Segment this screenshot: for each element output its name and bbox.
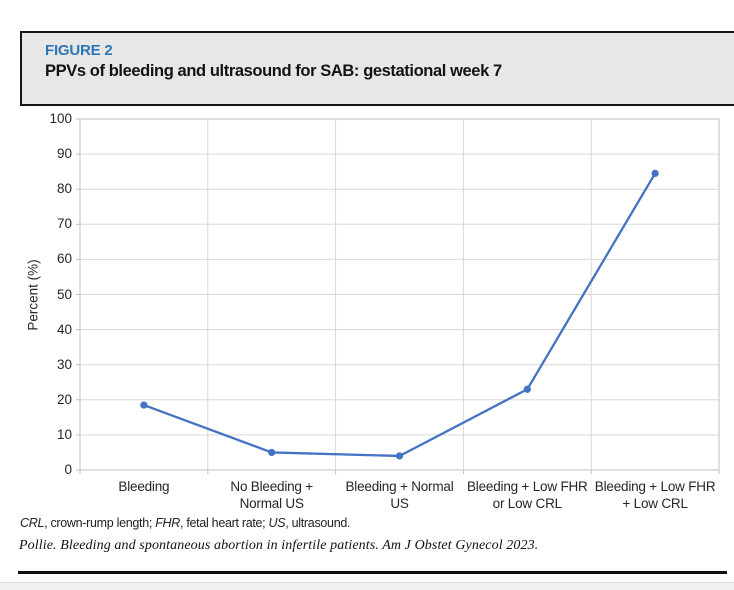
data-point-marker [140, 401, 148, 409]
y-tick-label: 70 [56, 216, 72, 232]
data-point-marker [651, 169, 659, 178]
bottom-rule [18, 571, 727, 574]
abbreviation-definition: , ultrasound. [285, 516, 351, 530]
y-tick-label: 80 [56, 181, 72, 197]
citation-note: Pollie. Bleeding and spontaneous abortio… [19, 538, 539, 553]
y-tick-label: 30 [56, 356, 72, 372]
abbreviation-definition: , fetal heart rate; [180, 516, 269, 530]
y-tick-label: 0 [64, 462, 72, 477]
figure-header: FIGURE 2 PPVs of bleeding and ultrasound… [20, 31, 734, 106]
abbreviation-term: US [268, 516, 286, 530]
abbreviation-term: FHR [155, 516, 181, 530]
y-tick-label: 50 [56, 286, 72, 302]
figure-title: PPVs of bleeding and ultrasound for SAB:… [45, 62, 502, 80]
x-category-label: Bleeding + Low FHR + Low CRL [594, 479, 716, 511]
x-category-label: Bleeding + Normal US [345, 479, 454, 511]
page-edge-strip [0, 582, 734, 590]
y-tick-label: 10 [56, 426, 72, 442]
y-tick-label: 90 [56, 146, 72, 162]
abbreviation-term: CRL [20, 516, 45, 530]
y-tick-label: 100 [49, 111, 72, 126]
x-category-label: Bleeding + Low FHR or Low CRL [467, 479, 588, 511]
plot-border [79, 118, 720, 471]
y-tick-label: 20 [56, 391, 72, 407]
data-series-line [142, 172, 657, 458]
data-point-marker [523, 385, 531, 393]
y-tick-label: 60 [56, 251, 72, 267]
x-category-label: No Bleeding + Normal US [230, 479, 313, 511]
abbreviation-definition: , crown-rump length; [44, 516, 156, 530]
data-point-marker [268, 448, 276, 457]
data-point-marker [395, 452, 404, 460]
abbreviation-note: CRL, crown-rump length; FHR, fetal heart… [20, 516, 350, 530]
x-category-label: Bleeding [118, 479, 170, 494]
figure-label: FIGURE 2 [45, 42, 113, 59]
y-tick-label: 40 [56, 321, 72, 337]
